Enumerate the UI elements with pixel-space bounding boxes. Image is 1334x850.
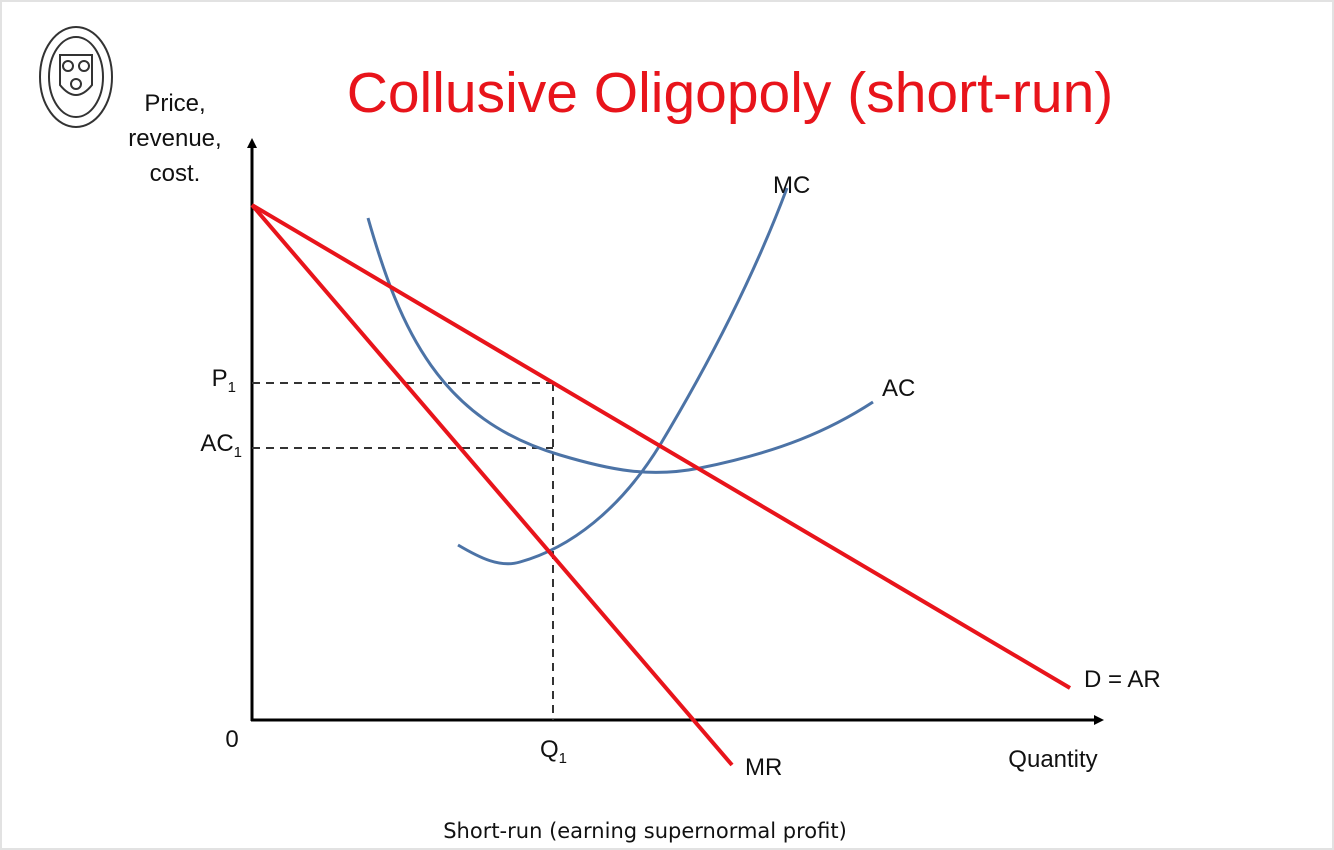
- label-main: P: [212, 365, 228, 392]
- label-subscript: 1: [559, 750, 567, 767]
- label-subscript: 1: [234, 444, 242, 461]
- y-axis-label: revenue,: [128, 125, 221, 152]
- price-label: P1: [212, 365, 236, 396]
- origin-label: 0: [225, 726, 238, 753]
- label-main: Q: [540, 736, 559, 763]
- y-axis-label: cost.: [150, 160, 201, 187]
- mr-label: MR: [745, 754, 782, 781]
- demand-label: D = AR: [1084, 666, 1161, 693]
- x-axis-label: Quantity: [1008, 746, 1097, 773]
- ac-curve: [366, 217, 874, 474]
- quantity-label: Q1: [540, 736, 567, 767]
- label-subscript: 1: [228, 379, 236, 396]
- label-main: AC: [200, 430, 233, 457]
- mr-line: [250, 203, 734, 767]
- caption: Short-run (earning supernormal profit): [443, 819, 847, 843]
- y-axis-label: Price,: [144, 90, 205, 117]
- mc-label: MC: [773, 172, 810, 199]
- average-cost-label: AC1: [200, 430, 242, 461]
- slide-title: Collusive Oligopoly (short-run): [347, 61, 1114, 125]
- ac-label: AC: [882, 375, 915, 402]
- crest-logo: [39, 26, 113, 128]
- demand-line: [250, 203, 1072, 690]
- guide-lines: [252, 382, 554, 720]
- mc-curve: [457, 187, 789, 566]
